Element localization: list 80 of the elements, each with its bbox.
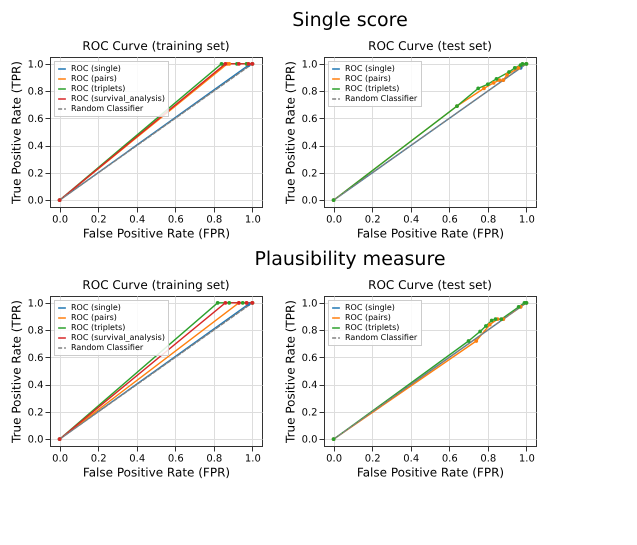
x-tick-label: 0.0 [326,454,342,464]
y-tick-label: 0.8 [302,86,318,98]
y-tick-label: 0.0 [28,434,44,446]
y-axis-title: True Positive Rate (TPR) [284,300,298,444]
x-tick-label: 0.8 [480,454,496,464]
y-tick-label: 0.4 [28,141,44,152]
y-tick-label: 0.6 [302,352,318,364]
legend-label: Random Classifier [345,94,418,103]
y-tick-label: 0.2 [302,168,318,180]
y-tick-label: 0.0 [28,196,44,207]
y-tick-label: 0.6 [302,114,318,125]
legend-label: ROC (survival_analysis) [71,94,165,103]
y-tick-label: 0.4 [302,141,318,152]
text: Single score [292,9,408,31]
x-tick-label: 1.0 [244,454,261,464]
x-tick-label: 0.2 [90,454,107,464]
chart-title: ROC Curve (training set) [82,278,230,292]
y-tick-label: 0.6 [28,114,44,125]
y-tick-label: 0.8 [28,86,44,98]
chart-title: ROC Curve (test set) [368,278,492,292]
y-tick-label: 0.6 [28,352,44,364]
x-tick-label: 0.0 [52,214,68,226]
x-axis-title: False Positive Rate (FPR) [356,226,504,240]
y-tick-label: 0.4 [28,380,44,392]
legend-label: ROC (single) [71,64,121,73]
x-tick-label: 0.2 [90,214,107,226]
legend-label: ROC (triplets) [345,84,400,93]
legend-label: ROC (single) [345,64,395,73]
x-tick-label: 1.0 [244,214,261,226]
y-axis-title: True Positive Rate (TPR) [10,300,24,444]
x-tick-label: 0.8 [206,454,222,464]
legend-label: Random Classifier [71,343,144,352]
legend-label: ROC (pairs) [345,74,391,83]
legend-label: ROC (triplets) [71,323,126,332]
legend-label: ROC (pairs) [345,313,391,322]
y-tick-label: 0.2 [28,407,44,418]
x-axis-title: False Positive Rate (FPR) [356,466,504,480]
x-tick-label: 0.0 [326,214,342,226]
legend-label: ROC (triplets) [345,323,400,332]
text: Plausibility measure [254,248,446,270]
x-tick-label: 0.6 [168,454,184,464]
x-tick-label: 0.4 [129,214,146,226]
y-tick-label: 0.0 [302,196,318,207]
chart-title: ROC Curve (test set) [368,39,492,53]
y-tick-label: 1.0 [302,298,318,310]
x-axis-title: False Positive Rate (FPR) [82,226,230,240]
legend-label: Random Classifier [71,104,144,113]
x-tick-label: 0.4 [403,454,420,464]
x-tick-label: 1.0 [518,454,535,464]
x-tick-label: 0.6 [442,454,458,464]
x-tick-label: 0.6 [168,214,184,226]
x-tick-label: 1.0 [518,214,535,226]
legend-label: ROC (pairs) [71,313,117,322]
y-axis-title: True Positive Rate (TPR) [10,61,24,205]
x-tick-label: 0.2 [364,214,381,226]
y-tick-label: 0.2 [302,407,318,418]
x-tick-label: 0.8 [206,214,222,226]
legend-label: ROC (survival_analysis) [71,333,165,342]
y-axis-title: True Positive Rate (TPR) [284,61,298,205]
y-tick-label: 1.0 [28,298,44,310]
y-tick-label: 0.2 [28,168,44,180]
x-tick-label: 0.4 [403,214,420,226]
legend-label: ROC (single) [71,303,121,312]
x-tick-label: 0.0 [52,454,68,464]
y-tick-label: 0.8 [28,326,44,337]
legend-label: ROC (triplets) [71,84,126,93]
legend-label: Random Classifier [345,333,418,342]
x-tick-label: 0.4 [129,454,146,464]
x-tick-label: 0.8 [480,214,496,226]
y-tick-label: 0.8 [302,326,318,337]
y-tick-label: 0.0 [302,434,318,446]
legend-label: ROC (pairs) [71,74,117,83]
legend-label: ROC (single) [345,303,395,312]
y-tick-label: 1.0 [302,59,318,70]
x-tick-label: 0.6 [442,214,458,226]
y-tick-label: 1.0 [28,59,44,70]
x-axis-title: False Positive Rate (FPR) [82,466,230,480]
chart-title: ROC Curve (training set) [82,39,230,53]
y-tick-label: 0.4 [302,380,318,392]
x-tick-label: 0.2 [364,454,381,464]
